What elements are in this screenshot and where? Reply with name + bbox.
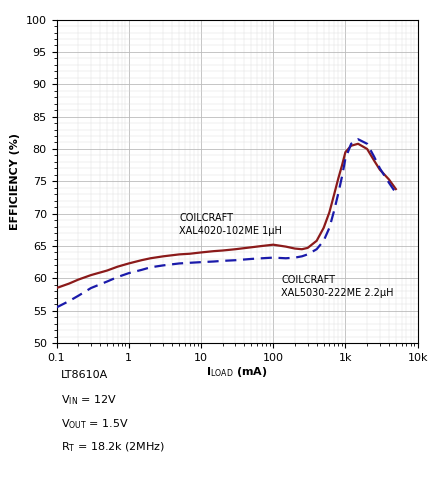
Text: V$_{\rm OUT}$ = 1.5V: V$_{\rm OUT}$ = 1.5V — [61, 417, 128, 431]
Y-axis label: EFFICIENCY (%): EFFICIENCY (%) — [10, 133, 20, 230]
Text: COILCRAFT
XAL5030-222ME 2.2μH: COILCRAFT XAL5030-222ME 2.2μH — [281, 275, 393, 298]
Text: LT8610A: LT8610A — [61, 370, 108, 380]
Text: I$_{\rm LOAD}$ (mA): I$_{\rm LOAD}$ (mA) — [206, 365, 267, 379]
Text: R$_{\rm T}$ = 18.2k (2MHz): R$_{\rm T}$ = 18.2k (2MHz) — [61, 441, 164, 454]
Text: V$_{\rm IN}$ = 12V: V$_{\rm IN}$ = 12V — [61, 393, 117, 407]
Text: COILCRAFT
XAL4020-102ME 1μH: COILCRAFT XAL4020-102ME 1μH — [179, 213, 282, 236]
